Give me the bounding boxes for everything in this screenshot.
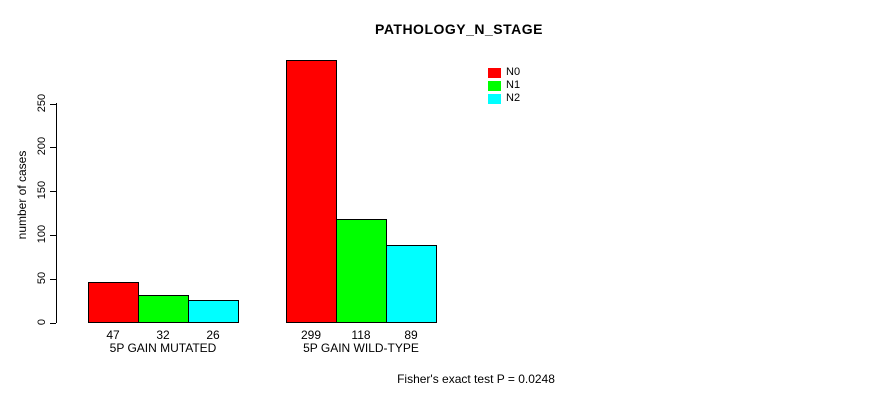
legend-swatch-n1 [488,80,501,91]
chart-title: PATHOLOGY_N_STAGE [375,21,543,37]
y-tick-label: 250 [36,93,48,113]
bar-n0-group1 [88,282,139,323]
y-tick-mark [50,191,56,192]
y-tick-mark [50,147,56,148]
y-tick-mark [50,279,56,280]
bar-n0-group2 [286,60,337,323]
category-label: 5P GAIN WILD-TYPE [303,341,419,355]
y-axis-line [56,103,57,323]
legend-label: N2 [506,92,521,104]
legend-swatch-n0 [488,67,501,78]
annotation-text: Fisher's exact test P = 0.0248 [397,372,555,386]
category-label: 5P GAIN MUTATED [109,341,217,355]
bar-value-label: 32 [156,328,170,342]
legend-swatch-n2 [488,93,501,104]
y-tick-mark [50,104,56,105]
legend-item-n1: N1 [488,79,520,92]
y-axis-label: number of cases [15,150,29,240]
bar-n2-group2 [386,245,437,323]
bar-value-label: 118 [351,328,371,342]
y-tick-label: 200 [36,136,48,156]
legend-item-n2: N2 [488,92,520,105]
bar-n2-group1 [188,300,239,323]
legend-item-n0: N0 [488,66,520,79]
bar-n1-group2 [336,219,387,323]
y-tick-label: 150 [36,180,48,200]
legend: N0 N1 N2 [488,66,520,105]
y-tick-label: 50 [36,271,48,285]
bar-value-label: 89 [404,328,418,342]
legend-label: N0 [506,66,521,78]
y-tick-mark [50,235,56,236]
y-tick-label: 100 [36,224,48,244]
y-tick-mark [50,323,56,324]
bar-value-label: 299 [300,328,322,342]
legend-label: N1 [506,79,521,91]
y-tick-label: 0 [36,318,48,326]
bar-n1-group1 [138,295,189,323]
bar-value-label: 47 [106,328,120,342]
bar-value-label: 26 [206,328,220,342]
